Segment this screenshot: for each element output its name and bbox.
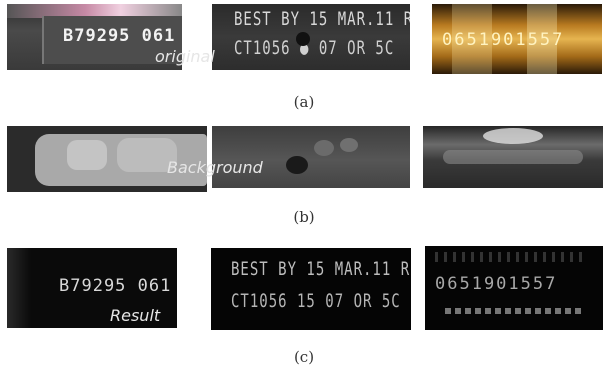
result-panel-2: BEST BY 15 MAR.11 R CT1056 15 07 OR 5C bbox=[211, 248, 411, 330]
original-code-2-line-1: BEST BY 15 MAR.11 R bbox=[234, 9, 410, 31]
background-panel-2 bbox=[212, 126, 410, 188]
result-panel-1: B79295 061 bbox=[7, 248, 177, 328]
result-code-3: 0651901557 bbox=[435, 274, 558, 294]
original-panel-3: 0651901557 bbox=[432, 4, 602, 74]
original-code-2-line-2: CT1056 ● 07 OR 5C bbox=[234, 38, 395, 60]
original-code-3: 0651901557 bbox=[442, 30, 565, 50]
original-code-1: B79295 061 bbox=[63, 26, 176, 46]
background-panel-1 bbox=[7, 126, 207, 192]
result-panel-3: 0651901557 bbox=[425, 246, 603, 330]
background-label: Background bbox=[167, 158, 263, 177]
original-panel-1: B79295 061 bbox=[7, 4, 182, 70]
background-panel-3 bbox=[423, 126, 603, 188]
result-code-2-line-2: CT1056 15 07 OR 5C bbox=[231, 291, 401, 313]
original-panel-2: BEST BY 15 MAR.11 R CT1056 ● 07 OR 5C bbox=[212, 4, 410, 70]
caption-b: (b) bbox=[293, 208, 315, 226]
caption-a: (a) bbox=[293, 93, 315, 111]
original-label: original bbox=[155, 47, 215, 66]
result-label: Result bbox=[110, 306, 161, 325]
caption-c: (c) bbox=[293, 348, 315, 366]
result-code-2-line-1: BEST BY 15 MAR.11 R bbox=[231, 259, 411, 281]
result-code-1: B79295 061 bbox=[59, 276, 172, 296]
